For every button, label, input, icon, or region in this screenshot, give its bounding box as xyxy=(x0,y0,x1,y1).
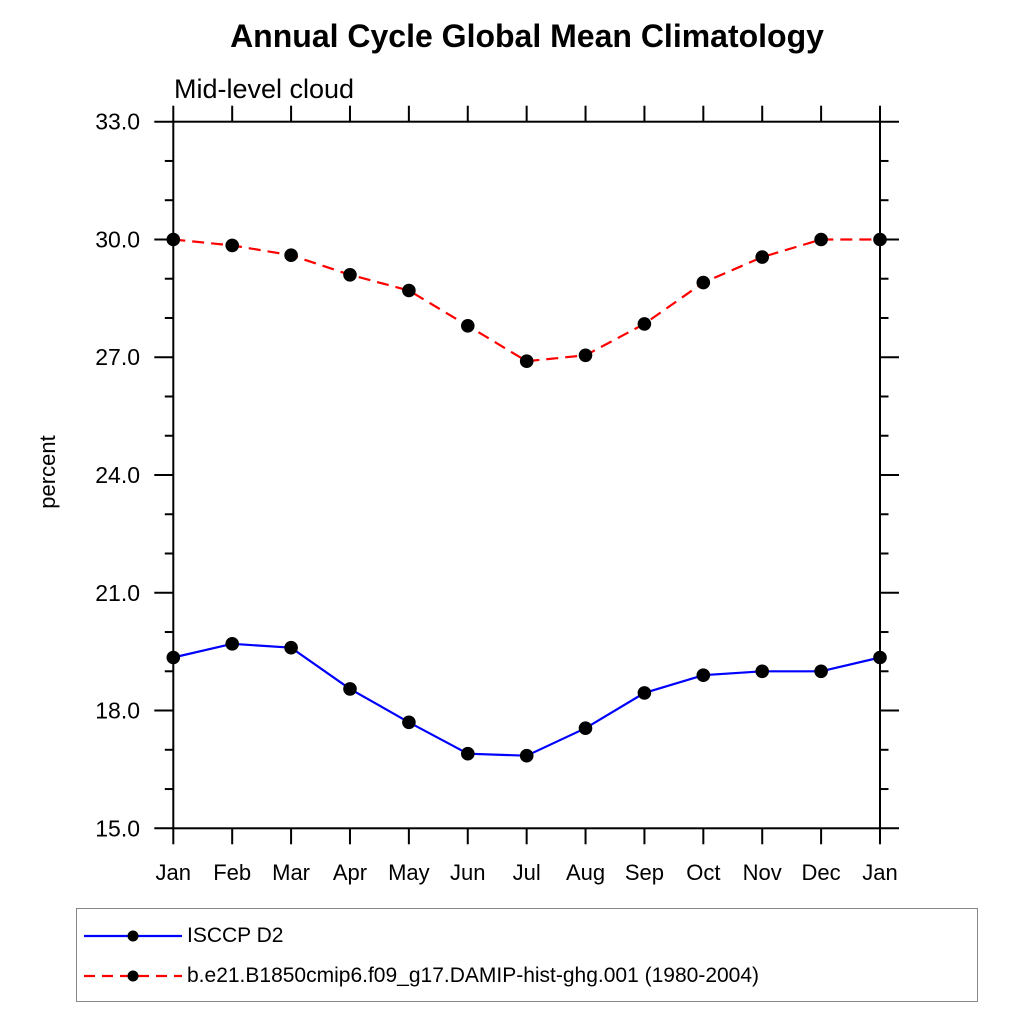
x-axis-tick-label: Feb xyxy=(213,860,251,885)
legend-item-model-run: b.e21.B1850cmip6.f09_g17.DAMIP-hist-ghg.… xyxy=(83,956,977,996)
y-axis-tick-label: 15.0 xyxy=(95,815,140,841)
x-axis-tick-label: Aug xyxy=(566,860,605,885)
data-point-isccp-d2 xyxy=(578,721,593,735)
data-point-isccp-d2 xyxy=(402,715,416,730)
data-point-model-run xyxy=(402,283,416,298)
data-point-isccp-d2 xyxy=(225,637,239,651)
x-axis-tick-label: Sep xyxy=(625,860,664,885)
data-point-model-run xyxy=(696,275,711,290)
series-line-isccp-d2 xyxy=(173,642,881,757)
data-point-model-run xyxy=(343,268,357,282)
y-axis-tick-label: 21.0 xyxy=(95,580,140,606)
chart-subtitle: Mid-level cloud xyxy=(174,74,355,104)
x-axis-tick-label: Mar xyxy=(272,860,310,885)
legend-marker-icon xyxy=(127,930,139,942)
y-axis-tick-label: 33.0 xyxy=(95,109,140,135)
data-point-model-run xyxy=(814,232,828,247)
chart-title: Annual Cycle Global Mean Climatology xyxy=(230,18,824,54)
data-point-isccp-d2 xyxy=(166,650,181,665)
data-point-isccp-d2 xyxy=(519,748,534,763)
data-point-isccp-d2 xyxy=(637,686,652,700)
data-point-model-run xyxy=(519,354,534,369)
data-point-model-run xyxy=(225,238,239,253)
y-axis-tick-label: 24.0 xyxy=(95,462,140,488)
y-axis-tick-label: 18.0 xyxy=(95,698,140,724)
legend-item-isccp-d2: ISCCP D2 xyxy=(83,916,977,956)
y-axis-title: percent xyxy=(35,435,60,508)
data-point-model-run xyxy=(284,248,298,262)
legend-label-isccp-d2: ISCCP D2 xyxy=(187,924,284,947)
x-axis-tick-label: Nov xyxy=(743,860,782,885)
x-axis-tick-label: Jun xyxy=(450,860,485,885)
series-line-model-run xyxy=(173,238,880,363)
plot-box xyxy=(172,120,882,830)
data-point-isccp-d2 xyxy=(755,664,769,679)
data-point-model-run xyxy=(873,232,887,247)
data-point-isccp-d2 xyxy=(873,650,887,665)
legend-solid-line-icon xyxy=(84,930,182,942)
data-point-isccp-d2 xyxy=(284,640,298,655)
legend-label-model-run: b.e21.B1850cmip6.f09_g17.DAMIP-hist-ghg.… xyxy=(187,964,760,987)
data-point-model-run xyxy=(461,319,475,333)
data-point-model-run xyxy=(166,232,181,247)
legend-marker-icon xyxy=(127,970,139,982)
y-axis-tick-label: 27.0 xyxy=(95,344,140,370)
x-axis-tick-label: Apr xyxy=(333,860,367,885)
y-axis-tick-label: 30.0 xyxy=(95,226,140,252)
data-point-isccp-d2 xyxy=(696,668,711,682)
x-axis-tick-label: Oct xyxy=(686,860,720,885)
x-axis-tick-label: Dec xyxy=(802,860,841,885)
x-axis-tick-label: Jul xyxy=(513,860,541,885)
legend: ISCCP D2 b.e21.B1850cmip6.f09_g17.DAMIP-… xyxy=(76,908,978,1002)
data-point-isccp-d2 xyxy=(461,746,475,761)
data-point-model-run xyxy=(755,250,769,264)
data-point-isccp-d2 xyxy=(814,664,828,679)
x-axis-tick-label: Jan xyxy=(862,860,897,885)
legend-dashed-line-icon xyxy=(84,970,182,982)
data-point-model-run xyxy=(578,348,593,363)
x-axis-tick-label: May xyxy=(388,860,430,885)
x-axis-tick-label: Jan xyxy=(156,860,191,885)
data-point-isccp-d2 xyxy=(343,682,357,696)
data-point-model-run xyxy=(637,317,652,331)
